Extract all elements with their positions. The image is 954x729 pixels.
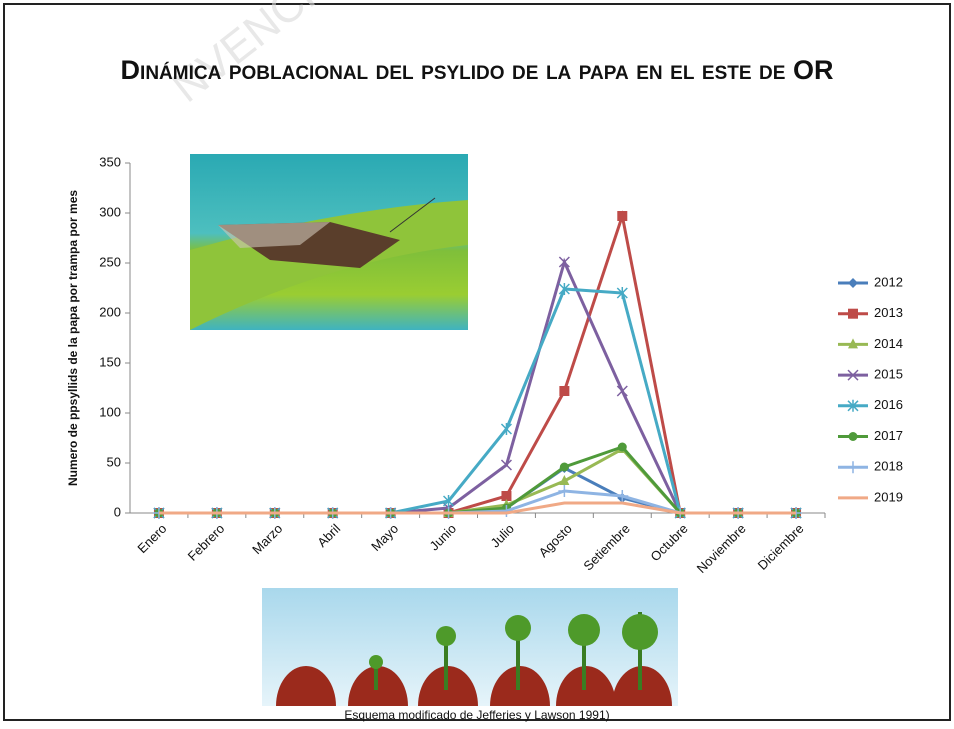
legend-marker <box>847 461 859 473</box>
marker <box>617 211 627 221</box>
x-tick-label: Agosto <box>536 521 575 560</box>
y-tick-label: 300 <box>99 204 121 219</box>
slide: NVENCION NACIONA Dinámica poblacional de… <box>0 0 954 724</box>
legend-label: 2013 <box>874 305 903 320</box>
insect-photo <box>190 154 468 330</box>
legend-marker <box>848 278 858 288</box>
x-tick-label: Julio <box>487 521 517 551</box>
legend-label: 2012 <box>874 274 903 289</box>
y-tick-label: 150 <box>99 354 121 369</box>
series-line <box>159 468 796 513</box>
legend-label: 2017 <box>874 428 903 443</box>
marker <box>618 443 627 452</box>
x-tick-label: Mayo <box>368 521 401 554</box>
legend-label: 2018 <box>874 459 903 474</box>
marker <box>558 485 570 497</box>
y-tick-label: 0 <box>114 504 121 519</box>
y-tick-label: 100 <box>99 404 121 419</box>
x-tick-label: Marzo <box>249 521 285 557</box>
x-tick-label: Diciembre <box>755 521 807 573</box>
x-tick-label: Enero <box>134 521 169 556</box>
caption: Esquema modificado de Jefferies y Lawson… <box>344 708 609 722</box>
chart-title: Dinámica poblacional del psylido de la p… <box>121 55 834 85</box>
x-tick-label: Setiembre <box>580 521 633 574</box>
y-tick-label: 50 <box>107 454 121 469</box>
legend-label: 2014 <box>874 336 903 351</box>
legend-label: 2015 <box>874 367 903 382</box>
x-tick-label: Noviembre <box>694 521 749 576</box>
x-tick-label: Abril <box>314 521 343 550</box>
marker <box>559 386 569 396</box>
marker <box>501 423 511 435</box>
legend-label: 2019 <box>874 489 903 504</box>
y-tick-label: 250 <box>99 254 121 269</box>
legend-label: 2016 <box>874 397 903 412</box>
x-tick-label: Junio <box>427 521 460 554</box>
legend-marker <box>849 432 858 441</box>
y-tick-label: 350 <box>99 154 121 169</box>
plant-diagram <box>262 588 678 706</box>
marker <box>560 463 569 472</box>
x-tick-label: Febrero <box>185 521 228 564</box>
legend-marker <box>848 309 858 319</box>
y-tick-label: 200 <box>99 304 121 319</box>
y-axis-title: Numero de ppsyllids de la papa por tramp… <box>66 190 80 486</box>
x-tick-label: Octubre <box>647 521 690 564</box>
